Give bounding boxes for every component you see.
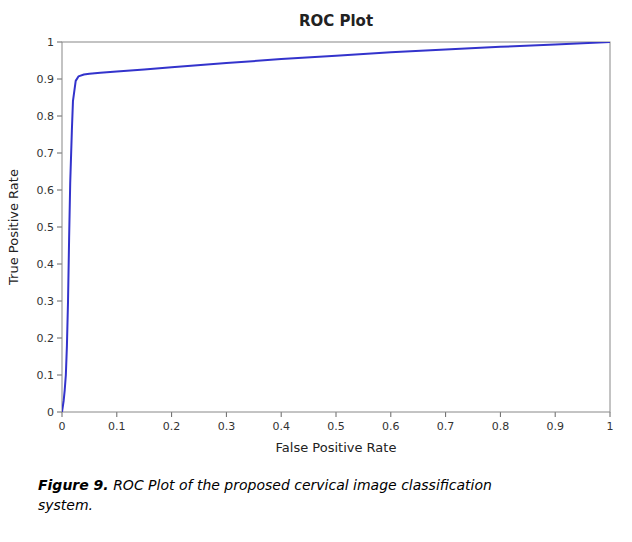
y-tick-label: 0 — [47, 406, 54, 419]
y-tick-label: 0.9 — [37, 73, 55, 86]
x-tick-label: 0.7 — [437, 420, 455, 433]
title: ROC Plot — [299, 12, 373, 30]
x-tick-label: 0.2 — [163, 420, 181, 433]
plot-frame — [62, 42, 610, 412]
x-tick — [390, 412, 391, 417]
x-tick — [171, 412, 172, 417]
y-tick-label: 0.8 — [37, 110, 55, 123]
x-tick-label: 0.8 — [492, 420, 510, 433]
x-tick — [62, 412, 63, 417]
chart: 0 0.1 0.2 0.3 0.4 0.5 0.6 0.7 0.8 0.9 1 0 0.1 0.2 0.3 0… — [0, 0, 632, 542]
roc-line — [62, 42, 610, 412]
y-tick — [57, 79, 62, 80]
x-tick — [116, 412, 117, 417]
x-tick — [610, 412, 611, 417]
y-tick — [57, 338, 62, 339]
x-tick-label: 0.6 — [382, 420, 400, 433]
y-tick-label: 0.2 — [37, 332, 55, 345]
y-tick — [57, 412, 62, 413]
y-tick-label: 0.4 — [37, 258, 55, 271]
caption-text: ROC Plot of the proposed cervical image … — [109, 477, 492, 493]
x-tick-label: 0 — [59, 420, 66, 433]
y-tick-label: 0.1 — [37, 369, 55, 382]
x-tick-label: 1 — [607, 420, 614, 433]
y-tick — [57, 42, 62, 43]
y-tick — [57, 227, 62, 228]
y-tick-label: 0.3 — [37, 295, 55, 308]
x-tick — [500, 412, 501, 417]
y-tick-label: 0.5 — [37, 221, 55, 234]
y-tick-label: 0.6 — [37, 184, 55, 197]
y-tick-label: 1 — [47, 36, 54, 49]
y-tick — [57, 264, 62, 265]
y-tick — [57, 375, 62, 376]
y-tick — [57, 116, 62, 117]
x-tick-label: 0.3 — [218, 420, 236, 433]
series-group — [62, 42, 610, 412]
caption-text: system. — [38, 497, 93, 513]
x-axis-label: False Positive Rate — [276, 440, 397, 455]
y-tick — [57, 153, 62, 154]
plot-area — [62, 42, 610, 412]
x-tick-label: 0.1 — [108, 420, 126, 433]
x-tick — [336, 412, 337, 417]
y-axis-label: True Positive Rate — [6, 169, 21, 286]
x-tick-label: 0.5 — [327, 420, 345, 433]
x-tick — [555, 412, 556, 417]
caption: Figure 9. ROC Plot of the proposed cervi… — [38, 477, 492, 513]
y-tick — [57, 190, 62, 191]
y-tick-label: 0.7 — [37, 147, 55, 160]
x-tick-label: 0.9 — [546, 420, 564, 433]
x-tick-label: 0.4 — [272, 420, 290, 433]
x-tick — [226, 412, 227, 417]
x-tick — [281, 412, 282, 417]
caption-label: Figure 9. — [38, 477, 109, 493]
y-tick — [57, 301, 62, 302]
x-tick — [445, 412, 446, 417]
